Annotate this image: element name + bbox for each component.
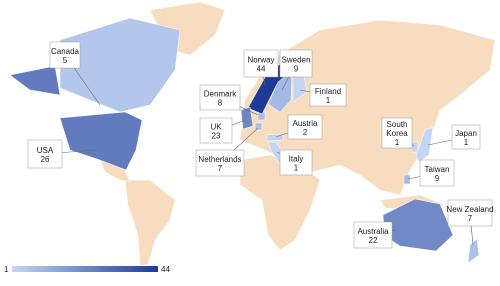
country-name: Norway <box>247 56 274 65</box>
callout-box <box>381 117 413 149</box>
callout-box <box>243 49 279 78</box>
callout-box <box>447 199 493 227</box>
country-value: 1 <box>464 138 469 147</box>
legend-bar <box>12 266 158 272</box>
country-name: New Zealand <box>446 205 493 214</box>
country-shape <box>403 174 411 185</box>
country-name: Sweden <box>282 56 311 65</box>
callout-box <box>199 84 241 111</box>
callout-box <box>287 114 323 140</box>
country-name: Finland <box>315 87 341 96</box>
country-name: USA <box>37 146 54 155</box>
country-value: 8 <box>218 99 223 108</box>
callout-box <box>195 149 245 177</box>
country-value: 9 <box>435 174 440 183</box>
country-value: 9 <box>294 65 299 74</box>
country-value: 23 <box>212 132 221 141</box>
country-value: 7 <box>468 214 473 223</box>
callout-box <box>199 117 233 144</box>
callout-box <box>353 221 393 249</box>
country-shape <box>266 133 284 142</box>
country-name: South Korea <box>386 120 408 138</box>
country-name: Taiwan <box>425 165 450 174</box>
country-name: Canada <box>51 47 80 56</box>
country-shape <box>254 122 263 131</box>
callouts: Canada5USA26Denmark8Norway44Sweden9Finla… <box>27 41 494 249</box>
central-america <box>99 159 131 183</box>
country-value: 7 <box>218 164 223 173</box>
country-shape <box>415 126 434 163</box>
country-name: Denmark <box>204 90 237 99</box>
callout-box <box>451 124 481 150</box>
country-shape <box>240 106 254 130</box>
country-shape <box>59 17 181 113</box>
legend-max: 44 <box>161 265 170 274</box>
country-name: Italy <box>289 155 304 164</box>
country-value: 44 <box>257 65 266 74</box>
callout-box <box>309 83 347 107</box>
country-value: 26 <box>41 155 50 164</box>
country-value: 5 <box>63 56 68 65</box>
country-shape <box>411 141 419 153</box>
south-america <box>124 179 176 266</box>
country-shape <box>9 65 61 96</box>
legend-min: 1 <box>4 265 9 274</box>
country-name: Netherlands <box>198 155 241 164</box>
country-value: 1 <box>395 138 400 147</box>
country-value: 1 <box>294 164 299 173</box>
callout-box <box>279 149 313 176</box>
country-value: 1 <box>326 96 331 105</box>
country-name: Japan <box>455 129 477 138</box>
callout-box <box>279 49 313 78</box>
country-name: UK <box>210 123 222 132</box>
callout-box <box>27 139 63 169</box>
legend: 1 44 <box>4 265 170 274</box>
callout-box <box>419 159 455 187</box>
country-name: Australia <box>357 227 389 236</box>
callout-box <box>49 41 81 69</box>
country-value: 22 <box>369 236 378 245</box>
country-shape <box>267 69 293 113</box>
country-shape <box>467 238 480 264</box>
country-value: 2 <box>303 128 308 137</box>
country-name: Austria <box>293 119 318 128</box>
